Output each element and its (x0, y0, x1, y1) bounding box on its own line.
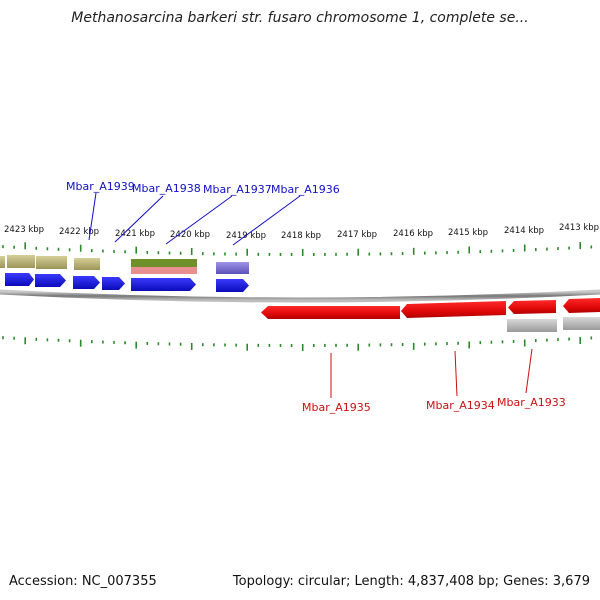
forward-gene[interactable] (131, 278, 196, 291)
feature-row-upper (0, 255, 249, 274)
gene-label-mbar-a1933[interactable]: Mbar_A1933 (497, 396, 566, 409)
tick-label: 2421 kbp (115, 229, 155, 239)
reverse-gene[interactable] (508, 300, 556, 314)
forward-gene[interactable] (35, 274, 66, 287)
genome-summary: Topology: circular; Length: 4,837,408 bp… (232, 574, 590, 589)
feature-gray[interactable] (507, 319, 557, 332)
feature-olive[interactable] (7, 255, 35, 268)
tick-label: 2420 kbp (170, 230, 210, 240)
tick-label: 2416 kbp (393, 229, 433, 239)
gene-label-mbar-a1937[interactable]: Mbar_A1937 (203, 183, 272, 196)
feature-gray[interactable] (563, 317, 600, 330)
label-leader (165, 195, 233, 245)
feature-olive[interactable] (36, 256, 67, 269)
feature-green[interactable] (131, 259, 197, 267)
tick-row-top (2, 242, 593, 256)
accession-label: Accession: NC_007355 (9, 574, 157, 589)
chromosome-backbone (0, 289, 600, 303)
reverse-genes (261, 298, 600, 319)
feature-purple[interactable] (216, 262, 249, 274)
reverse-gene[interactable] (261, 306, 400, 319)
forward-gene[interactable] (73, 276, 100, 289)
tick-label: 2414 kbp (504, 226, 544, 236)
tick-label: 2418 kbp (281, 231, 321, 241)
label-leader (114, 195, 164, 243)
tick-label: 2417 kbp (337, 230, 377, 240)
feature-olive[interactable] (74, 258, 100, 270)
gene-labels-top: Mbar_A1939 Mbar_A1938 Mbar_A1937 Mbar_A1… (66, 180, 340, 246)
feature-olive[interactable] (0, 256, 5, 268)
label-leader (454, 350, 458, 397)
forward-gene[interactable] (5, 273, 34, 286)
feature-pink[interactable] (131, 267, 197, 274)
tick-labels: 2423 kbp 2422 kbp 2421 kbp 2420 kbp 2419… (4, 223, 599, 241)
forward-gene[interactable] (216, 279, 249, 292)
tick-label: 2413 kbp (559, 223, 599, 233)
gene-label-mbar-a1936[interactable]: Mbar_A1936 (271, 183, 340, 196)
reverse-gene[interactable] (563, 298, 600, 313)
label-leader (88, 192, 97, 241)
gene-label-mbar-a1938[interactable]: Mbar_A1938 (132, 182, 201, 195)
forward-genes (5, 273, 249, 292)
gene-label-mbar-a1934[interactable]: Mbar_A1934 (426, 399, 495, 412)
gene-labels-bottom: Mbar_A1935 Mbar_A1934 Mbar_A1933 (302, 348, 566, 414)
gene-label-mbar-a1935[interactable]: Mbar_A1935 (302, 401, 371, 414)
tick-label: 2422 kbp (59, 227, 99, 237)
forward-gene[interactable] (102, 277, 125, 290)
feature-row-lower (507, 317, 600, 332)
reverse-gene[interactable] (401, 301, 506, 318)
label-leader (525, 348, 533, 394)
tick-label: 2423 kbp (4, 225, 44, 235)
tick-row-bottom (2, 336, 593, 351)
tick-label: 2415 kbp (448, 228, 488, 238)
map-title: Methanosarcina barkeri str. fusaro chrom… (71, 10, 529, 26)
gene-label-mbar-a1939[interactable]: Mbar_A1939 (66, 180, 135, 193)
label-leader (232, 195, 301, 246)
